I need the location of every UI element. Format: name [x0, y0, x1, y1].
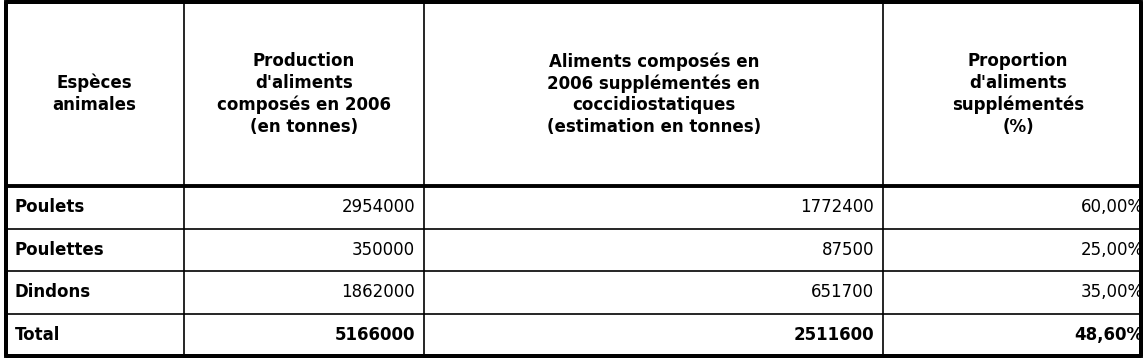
Text: 25,00%: 25,00%	[1080, 241, 1144, 259]
Text: Production
d'aliments
composés en 2006
(en tonnes): Production d'aliments composés en 2006 (…	[217, 52, 391, 135]
Text: 651700: 651700	[811, 284, 874, 301]
Text: 60,00%: 60,00%	[1080, 198, 1144, 216]
Text: 87500: 87500	[821, 241, 874, 259]
Text: 1862000: 1862000	[342, 284, 415, 301]
Text: 2954000: 2954000	[342, 198, 415, 216]
Text: Total: Total	[15, 326, 61, 344]
Text: 48,60%: 48,60%	[1075, 326, 1144, 344]
Text: 35,00%: 35,00%	[1080, 284, 1144, 301]
Text: 350000: 350000	[352, 241, 415, 259]
Text: Poulets: Poulets	[15, 198, 85, 216]
Text: Aliments composés en
2006 supplémentés en
coccidiostatiques
(estimation en tonne: Aliments composés en 2006 supplémentés e…	[547, 52, 760, 136]
Text: 2511600: 2511600	[794, 326, 874, 344]
Text: Espèces
animales: Espèces animales	[53, 74, 136, 114]
Text: Dindons: Dindons	[15, 284, 91, 301]
Text: 5166000: 5166000	[335, 326, 415, 344]
Text: 1772400: 1772400	[801, 198, 874, 216]
Text: Proportion
d'aliments
supplémentés
(%): Proportion d'aliments supplémentés (%)	[952, 52, 1084, 135]
Text: Poulettes: Poulettes	[15, 241, 104, 259]
